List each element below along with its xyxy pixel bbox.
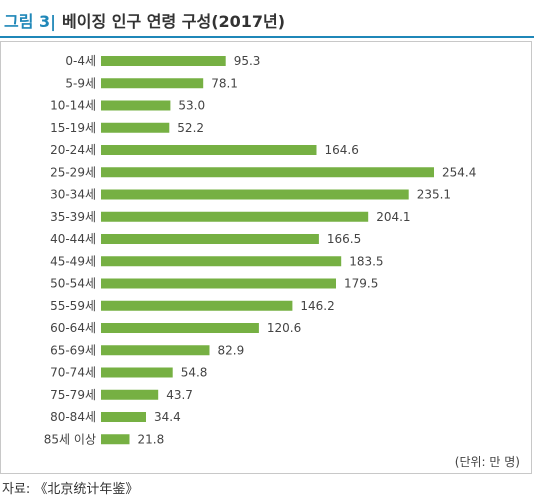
value-label: 204.1 [376, 210, 410, 224]
bar [101, 234, 319, 244]
category-label: 55-59세 [50, 299, 96, 313]
value-label: 43.7 [166, 388, 193, 402]
value-label: 166.5 [327, 232, 361, 246]
bar [101, 56, 226, 66]
bar-chart: 0-4세 95.3 5-9세 78.1 10-14세 53.0 15-19세 52.2 20-2… [44, 54, 477, 446]
bar [101, 145, 317, 155]
value-label: 54.8 [181, 366, 208, 380]
bar [101, 367, 173, 378]
category-label: 75-79세 [50, 388, 96, 402]
value-label: 183.5 [349, 254, 383, 268]
category-label: 10-14세 [50, 99, 96, 113]
category-label: 45-49세 [50, 254, 96, 268]
category-label: 65-69세 [50, 343, 96, 357]
category-label: 30-34세 [50, 188, 96, 202]
category-label: 35-39세 [50, 210, 96, 224]
source-note: 자료: 《北京统计年鉴》 [2, 482, 139, 497]
category-label: 5-9세 [65, 76, 96, 90]
figure-title: 베이징 인구 연령 구성(2017년) [62, 12, 286, 31]
category-label: 40-44세 [50, 232, 96, 246]
category-label: 20-24세 [50, 143, 96, 157]
category-label: 70-74세 [50, 366, 96, 380]
category-label: 25-29세 [50, 165, 96, 179]
figure-label: 그림 3| [4, 12, 56, 31]
category-label: 50-54세 [50, 277, 96, 291]
bar [101, 412, 146, 422]
bar [101, 345, 210, 356]
value-label: 235.1 [417, 188, 451, 202]
bar [101, 323, 259, 333]
value-label: 179.5 [344, 277, 378, 291]
chart-frame: 0-4세 95.3 5-9세 78.1 10-14세 53.0 15-19세 52.2 20-2… [0, 41, 532, 474]
title-divider [0, 36, 534, 38]
bar [101, 167, 434, 178]
value-label: 78.1 [211, 76, 238, 90]
value-label: 164.6 [325, 143, 359, 157]
bar [101, 122, 170, 133]
bar [101, 278, 336, 289]
bar [101, 256, 342, 267]
bar [101, 389, 159, 400]
value-label: 95.3 [234, 54, 261, 68]
bar [101, 211, 369, 222]
value-label: 34.4 [154, 410, 181, 424]
figure-header: 그림 3| 베이징 인구 연령 구성(2017년) [0, 0, 538, 38]
value-label: 52.2 [177, 121, 204, 135]
value-label: 120.6 [267, 321, 301, 335]
value-label: 21.8 [138, 432, 165, 446]
bar [101, 100, 171, 111]
bar [101, 434, 130, 445]
category-label: 60-64세 [50, 321, 96, 335]
unit-note: (단위: 만 명) [454, 455, 520, 469]
category-label: 85세 이상 [44, 432, 96, 446]
category-label: 15-19세 [50, 121, 96, 135]
value-label: 254.4 [442, 165, 476, 179]
bar [101, 78, 204, 89]
bar [101, 300, 293, 311]
value-label: 146.2 [300, 299, 334, 313]
value-label: 53.0 [178, 99, 205, 113]
category-label: 0-4세 [65, 54, 96, 68]
bar [101, 189, 409, 200]
category-label: 80-84세 [50, 410, 96, 424]
value-label: 82.9 [218, 343, 245, 357]
